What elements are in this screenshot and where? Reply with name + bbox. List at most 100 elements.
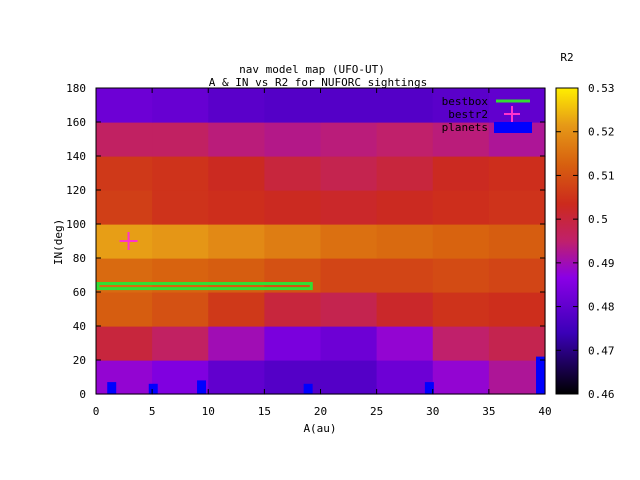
chart-title: nav model map (UFO-UT)	[239, 63, 385, 76]
x-axis-label: A(au)	[303, 422, 336, 435]
heatmap-cell	[488, 292, 546, 327]
planet-bar	[148, 383, 158, 394]
y-axis-label: IN(deg)	[52, 219, 65, 265]
planet-bar	[197, 380, 207, 394]
y-tick-label: 120	[66, 184, 86, 197]
heatmap-cell	[320, 224, 378, 259]
y-tick-label: 160	[66, 116, 86, 129]
heatmap-cell	[208, 224, 265, 259]
heatmap-cell	[320, 258, 378, 293]
heatmap-cell	[264, 88, 322, 123]
heatmap-cell	[264, 122, 322, 157]
heatmap-cell	[152, 156, 209, 191]
heatmap-cell	[488, 156, 546, 191]
heatmap-cell	[488, 88, 546, 123]
colorbar-tick-label: 0.46	[588, 388, 615, 401]
heatmap-cell	[152, 326, 209, 361]
heatmap-cell	[376, 190, 434, 225]
y-tick-label: 20	[73, 354, 86, 367]
colorbar-tick-label: 0.47	[588, 344, 615, 357]
colorbar-tick-label: 0.48	[588, 301, 615, 314]
x-tick-label: 5	[149, 405, 156, 418]
heatmap-cell	[320, 88, 378, 123]
heatmap-cell	[376, 122, 434, 157]
heatmap-cell	[320, 190, 378, 225]
heatmap-cell	[376, 292, 434, 327]
colorbar-tick-label: 0.52	[588, 126, 615, 139]
bestbox-rect	[96, 282, 313, 291]
heatmap-cell	[208, 122, 265, 157]
colorbar	[555, 87, 579, 395]
planet-bar	[424, 382, 434, 394]
y-tick-label: 40	[73, 320, 86, 333]
heatmap-cell	[152, 190, 209, 225]
heatmap-cell	[208, 326, 265, 361]
x-tick-label: 0	[93, 405, 100, 418]
colorbar-label: R2	[560, 51, 573, 64]
heatmap-cell	[96, 122, 153, 157]
heatmap-cell	[208, 360, 265, 395]
heatmap-cell	[264, 326, 322, 361]
heatmap-cell	[320, 360, 378, 395]
colorbar-tick-label: 0.53	[588, 82, 615, 95]
heatmap-cell	[264, 292, 322, 327]
heatmap-cell	[96, 360, 153, 395]
heatmap-cell	[320, 326, 378, 361]
heatmap-cell	[376, 258, 434, 293]
legend-swatch-planets	[494, 122, 532, 133]
heatmap-cell	[208, 258, 265, 293]
heatmap-cell	[432, 258, 490, 293]
y-tick-label: 140	[66, 150, 86, 163]
heatmap-cell	[320, 156, 378, 191]
heatmap-cell	[488, 258, 546, 293]
heatmap-cell	[488, 190, 546, 225]
heatmap-cell	[376, 88, 434, 123]
legend-label: bestr2	[448, 108, 488, 121]
heatmap-cell	[432, 292, 490, 327]
heatmap-cell	[96, 326, 153, 361]
heatmap-cell	[432, 190, 490, 225]
y-tick-label: 80	[73, 252, 86, 265]
y-tick-label: 100	[66, 218, 86, 231]
heatmap-cell	[208, 190, 265, 225]
heatmap-cell	[96, 156, 153, 191]
heatmap-cell	[96, 292, 153, 327]
heatmap-cell	[432, 224, 490, 259]
heatmap-cells	[96, 88, 546, 395]
heatmap-cell	[320, 122, 378, 157]
colorbar-tick-label: 0.51	[588, 169, 615, 182]
heatmap-cell	[432, 122, 490, 157]
colorbar-tick-label: 0.5	[588, 213, 608, 226]
heatmap-cell	[376, 360, 434, 395]
colorbar-ticks: 0.46 0.47 0.48 0.49 0.5 0.51 0.52 0.53	[556, 82, 615, 401]
heatmap-cell	[208, 88, 265, 123]
x-tick-label: 40	[538, 405, 551, 418]
heatmap-cell	[96, 88, 153, 123]
heatmap-cell	[320, 292, 378, 327]
heatmap-cell	[264, 156, 322, 191]
heatmap-cell	[376, 156, 434, 191]
x-tick-label: 25	[370, 405, 383, 418]
heatmap-cell	[264, 224, 322, 259]
planet-bar	[107, 382, 117, 394]
x-tick-label: 30	[426, 405, 439, 418]
heatmap-cell	[432, 88, 490, 123]
heatmap-cell	[96, 258, 153, 293]
heatmap-cell	[432, 326, 490, 361]
legend-label: planets	[442, 121, 488, 134]
x-tick-label: 20	[314, 405, 327, 418]
x-axis-ticks: 0 5 10 15 20 25 30 35 40	[93, 88, 552, 418]
overlays	[96, 232, 545, 394]
y-tick-label: 180	[66, 82, 86, 95]
heatmap-cell	[376, 224, 434, 259]
y-tick-label: 0	[79, 388, 86, 401]
heatmap-cell	[152, 88, 209, 123]
planet-bar	[303, 383, 313, 394]
x-tick-label: 35	[482, 405, 495, 418]
heatmap-cell	[152, 122, 209, 157]
plot-border	[95, 87, 546, 395]
heatmap-cell	[488, 326, 546, 361]
heatmap-cell	[152, 258, 209, 293]
